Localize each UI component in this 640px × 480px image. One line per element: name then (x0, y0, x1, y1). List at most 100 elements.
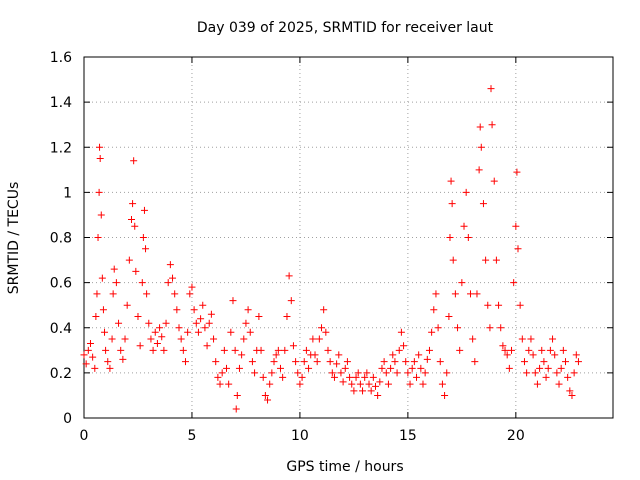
data-point (125, 256, 133, 264)
data-point (533, 380, 541, 388)
data-point (142, 245, 150, 253)
data-point (490, 177, 498, 185)
data-point (251, 369, 259, 377)
data-point (389, 351, 397, 359)
data-point (561, 358, 569, 366)
data-point (194, 328, 202, 336)
data-point (402, 358, 410, 366)
data-point (378, 364, 386, 372)
data-point (460, 222, 468, 230)
data-point (341, 364, 349, 372)
data-point (225, 380, 233, 388)
data-point (356, 380, 364, 388)
data-point (214, 373, 222, 381)
data-point (175, 324, 183, 332)
data-point (564, 373, 572, 381)
data-point (294, 369, 302, 377)
data-point (179, 346, 187, 354)
data-point (510, 279, 518, 287)
data-point (400, 342, 408, 350)
data-point (123, 301, 131, 309)
x-tick-label: 5 (187, 428, 196, 444)
data-point (559, 346, 567, 354)
data-point (324, 346, 332, 354)
data-point (177, 335, 185, 343)
data-point (139, 234, 147, 241)
data-point (143, 290, 151, 298)
data-point (428, 328, 436, 336)
data-point (270, 358, 278, 366)
data-point (415, 351, 423, 359)
data-point (572, 351, 580, 359)
data-point (479, 200, 487, 208)
data-point (421, 369, 429, 377)
data-point (361, 373, 369, 381)
data-point (328, 369, 336, 377)
data-point (96, 143, 104, 151)
data-point (538, 346, 546, 354)
data-point (458, 279, 466, 287)
data-point (298, 373, 306, 381)
data-point (417, 364, 425, 372)
data-point (240, 335, 248, 343)
data-point (462, 188, 470, 196)
data-point (115, 319, 123, 327)
data-point (473, 290, 481, 298)
x-tick-label: 0 (80, 428, 89, 444)
data-point (108, 335, 116, 343)
data-point (138, 279, 146, 287)
data-point (216, 380, 224, 388)
data-point (322, 328, 330, 336)
data-point (476, 123, 484, 131)
x-tick-label: 20 (507, 428, 525, 444)
data-point (446, 234, 454, 241)
data-point (482, 256, 490, 264)
data-point (557, 364, 565, 372)
data-point (313, 358, 321, 366)
y-tick-label: 0.4 (50, 321, 72, 337)
data-point (449, 256, 457, 264)
data-point (261, 391, 269, 399)
data-point (95, 188, 103, 196)
data-point (525, 346, 533, 354)
data-point (536, 364, 544, 372)
data-point (320, 306, 328, 314)
data-point (566, 387, 574, 395)
data-point (91, 364, 99, 372)
data-point (296, 380, 304, 388)
data-point (283, 312, 291, 320)
data-point (99, 306, 107, 314)
data-point (391, 358, 399, 366)
data-point (207, 310, 215, 318)
data-point (393, 369, 401, 377)
data-point (430, 306, 438, 314)
y-tick-label: 0.2 (50, 366, 72, 382)
data-point (272, 351, 280, 359)
data-point (466, 290, 474, 298)
data-point (475, 166, 483, 174)
data-point (499, 342, 507, 350)
data-point (497, 324, 505, 332)
data-point (276, 364, 284, 372)
data-point (374, 391, 382, 399)
data-point (508, 346, 516, 354)
data-point (132, 267, 140, 275)
data-point (173, 306, 181, 314)
data-point (158, 333, 166, 341)
data-point (350, 387, 358, 395)
data-point (160, 346, 168, 354)
data-point (110, 265, 118, 273)
data-point (367, 387, 375, 395)
data-point (289, 342, 297, 350)
data-point (464, 234, 472, 241)
data-point (287, 297, 295, 305)
data-point (171, 290, 179, 298)
data-point (259, 373, 267, 381)
data-point (531, 369, 539, 377)
data-point (514, 245, 522, 253)
data-point (285, 272, 293, 280)
data-point (311, 351, 319, 359)
data-point (229, 297, 237, 305)
data-point (484, 301, 492, 309)
x-tick-label: 10 (291, 428, 309, 444)
